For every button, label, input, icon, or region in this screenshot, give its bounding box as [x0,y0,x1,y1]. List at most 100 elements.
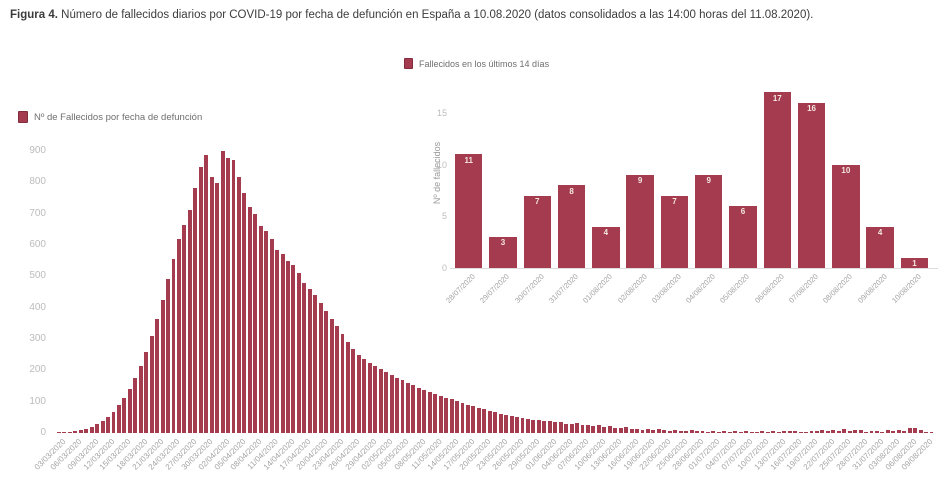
bar [427,391,432,433]
bar [313,295,318,433]
bar [738,432,743,433]
inset-chart-plot-area: 11 3 7 8 4 9 7 9 6 17 16 10 4 1 [455,85,935,268]
bar: 9 [626,174,654,268]
bar [362,359,367,433]
bar [57,432,61,433]
bar [307,288,312,433]
x-tick-text: 03/08/2020 [649,272,683,305]
bar [787,431,792,433]
bar [444,397,449,433]
bar [836,430,841,433]
bar [460,402,465,433]
inset-chart-y-axis: 0 5 10 15 [410,85,447,273]
bar [929,432,934,433]
bar [667,430,672,433]
x-tick-text: 08/08/2020 [821,272,855,305]
bar [493,412,498,433]
bar [318,302,323,433]
x-tick-text: 31/07/2020 [547,272,580,305]
bar [111,411,116,433]
bar [346,342,350,433]
bar [482,409,487,433]
bar [596,425,601,433]
bar [340,334,345,433]
x-tick-text: 30/07/2020 [512,272,546,305]
inset-chart-x-axis: 28/07/2020 29/07/2020 30/07/2020 31/07/2020… [444,272,935,332]
bar [651,429,656,433]
figure-title: Figura 4. Número de fallecidos diarios p… [10,8,932,22]
bar [106,416,110,433]
bar: 10 [832,164,860,268]
y-tick-label: 900 [29,145,46,156]
bar [215,183,220,433]
bar [673,429,678,433]
bar [253,213,258,433]
inset-legend-label: Fallecidos en los últimos 14 días [419,58,550,69]
bar [580,425,585,433]
bar [842,429,847,433]
bar: 17 [763,92,791,268]
bar [291,265,296,433]
bar [727,431,732,433]
y-tick-label: 400 [29,301,46,313]
bar [765,432,770,433]
bar [236,177,241,433]
bar [471,406,476,433]
bar: 11 [455,154,483,268]
bar [193,188,198,433]
y-tick-label: 500 [29,270,46,282]
y-tick-label: 300 [29,333,46,344]
bar [395,377,400,433]
y-tick-label: 700 [29,207,46,219]
x-tick-text: 29/07/2020 [478,272,512,305]
bar [356,354,361,433]
bar [804,432,809,433]
bar [564,423,569,433]
bar: 1 [900,257,929,268]
bar [302,282,307,433]
bar [127,389,132,433]
bar: 7 [523,195,551,268]
main-chart-x-axis: 03/03/2020 06/03/2020 09/03/2020 12/03/2020… [33,437,935,497]
y-tick-label: 600 [29,239,46,250]
bar [78,430,83,433]
bar [880,431,885,433]
bar-value-label: 8 [569,186,574,196]
bar [226,158,230,433]
bar [815,430,819,433]
bar [885,430,890,433]
bar [476,407,481,433]
bar [684,431,689,433]
bar [902,431,907,433]
main-legend-label: Nº de Fallecidos por fecha de defunción [34,111,203,123]
y-tick-label: 200 [29,364,46,376]
bar [296,273,301,433]
bar [820,430,825,433]
bar [695,431,699,433]
bar [776,431,781,433]
bar [525,418,530,433]
bar [155,318,160,433]
x-tick-text: 01/08/2020 [581,272,615,305]
bar [182,225,187,433]
bar [422,389,427,433]
main-chart-legend: Nº de Fallecidos por fecha de defunción [18,111,202,123]
bar: 9 [695,174,723,268]
bar [264,230,269,433]
bar [869,430,874,433]
bar [166,279,170,433]
bar [209,177,214,433]
bar [602,427,607,433]
bar [242,193,247,433]
bar [531,419,536,433]
bar: 4 [592,226,620,268]
main-chart-plot-area [57,151,935,433]
bar [509,415,514,433]
bar [847,431,852,433]
bar [269,239,274,433]
bar [149,335,154,433]
bar [122,397,127,433]
figure-number-label: Figura 4. [10,9,58,21]
bar [286,260,290,433]
bar [891,430,896,433]
